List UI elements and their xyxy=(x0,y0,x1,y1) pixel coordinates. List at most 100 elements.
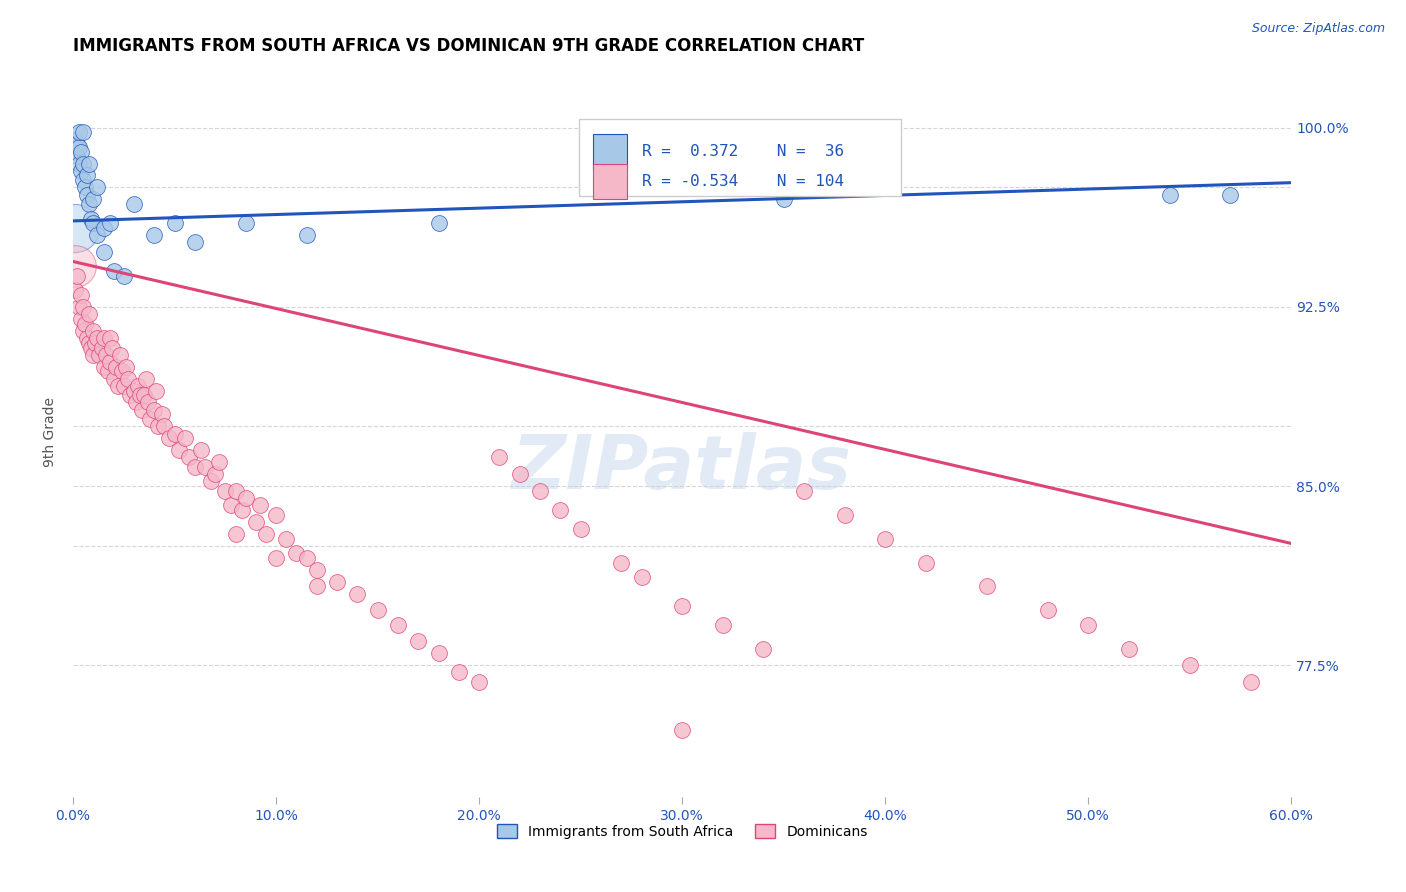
Point xyxy=(148,419,170,434)
Point xyxy=(550,503,572,517)
Point xyxy=(86,331,108,345)
Point xyxy=(86,228,108,243)
Point xyxy=(214,483,236,498)
Point xyxy=(89,348,111,362)
Point xyxy=(235,216,257,230)
Point xyxy=(63,260,86,274)
Point xyxy=(72,126,94,140)
Point xyxy=(387,617,409,632)
Point xyxy=(529,483,551,498)
Point xyxy=(163,426,186,441)
Point xyxy=(488,450,510,465)
Point xyxy=(194,460,217,475)
Point xyxy=(82,348,104,362)
Point xyxy=(103,264,125,278)
Point xyxy=(67,156,90,170)
Point xyxy=(79,197,101,211)
Point xyxy=(135,371,157,385)
Point xyxy=(752,641,775,656)
Bar xyxy=(593,134,627,169)
Point xyxy=(104,359,127,374)
Point xyxy=(406,634,429,648)
Bar xyxy=(593,164,627,199)
Point xyxy=(1118,641,1140,656)
Point xyxy=(157,431,180,445)
Point xyxy=(285,546,308,560)
Point xyxy=(84,335,107,350)
Point xyxy=(221,498,243,512)
Point xyxy=(82,193,104,207)
Point xyxy=(1219,187,1241,202)
Point xyxy=(112,378,135,392)
Point xyxy=(793,483,815,498)
Text: ZIPatlas: ZIPatlas xyxy=(512,433,852,505)
Point xyxy=(427,646,450,660)
Point xyxy=(125,395,148,409)
Point xyxy=(569,522,592,536)
Point xyxy=(915,556,938,570)
Point xyxy=(295,550,318,565)
Point xyxy=(76,187,98,202)
Point xyxy=(834,508,856,522)
Point xyxy=(305,563,328,577)
Point xyxy=(108,348,131,362)
Point xyxy=(200,475,222,489)
Point xyxy=(66,268,89,283)
Point xyxy=(79,335,101,350)
Point xyxy=(249,498,271,512)
Point xyxy=(264,508,287,522)
Point xyxy=(63,283,86,297)
Point xyxy=(103,371,125,385)
Point xyxy=(326,574,349,589)
Point xyxy=(67,126,90,140)
Point xyxy=(276,532,298,546)
Point xyxy=(93,221,115,235)
Point xyxy=(127,378,149,392)
Point xyxy=(225,483,247,498)
Point xyxy=(63,133,86,147)
Point xyxy=(75,317,97,331)
Point xyxy=(94,348,117,362)
Point xyxy=(134,388,156,402)
Point xyxy=(367,603,389,617)
Point xyxy=(1159,187,1181,202)
Point xyxy=(118,388,141,402)
Point xyxy=(235,491,257,505)
Point xyxy=(122,384,145,398)
Point xyxy=(80,341,103,355)
Point xyxy=(122,197,145,211)
Point xyxy=(98,216,121,230)
Point xyxy=(254,527,277,541)
Point xyxy=(976,579,998,593)
Point xyxy=(97,364,120,378)
Point xyxy=(610,556,633,570)
Point xyxy=(875,532,897,546)
Point xyxy=(82,216,104,230)
Point xyxy=(82,324,104,338)
Point xyxy=(1077,617,1099,632)
Point xyxy=(190,443,212,458)
Point xyxy=(131,402,153,417)
Point xyxy=(86,180,108,194)
Point xyxy=(79,307,101,321)
Point xyxy=(117,371,139,385)
Point xyxy=(711,617,734,632)
Point xyxy=(143,402,166,417)
Point xyxy=(100,341,122,355)
Point xyxy=(67,300,90,314)
Point xyxy=(115,359,138,374)
Point xyxy=(264,550,287,565)
Point xyxy=(167,443,190,458)
Point xyxy=(72,173,94,187)
Point xyxy=(79,156,101,170)
Point xyxy=(630,570,652,584)
Point xyxy=(66,149,89,163)
Point xyxy=(63,221,86,235)
Point xyxy=(70,145,93,159)
Point xyxy=(509,467,531,482)
Text: R = -0.534    N = 104: R = -0.534 N = 104 xyxy=(643,174,844,189)
Point xyxy=(447,665,470,680)
Point xyxy=(163,216,186,230)
Point xyxy=(93,244,115,259)
Point xyxy=(70,163,93,178)
